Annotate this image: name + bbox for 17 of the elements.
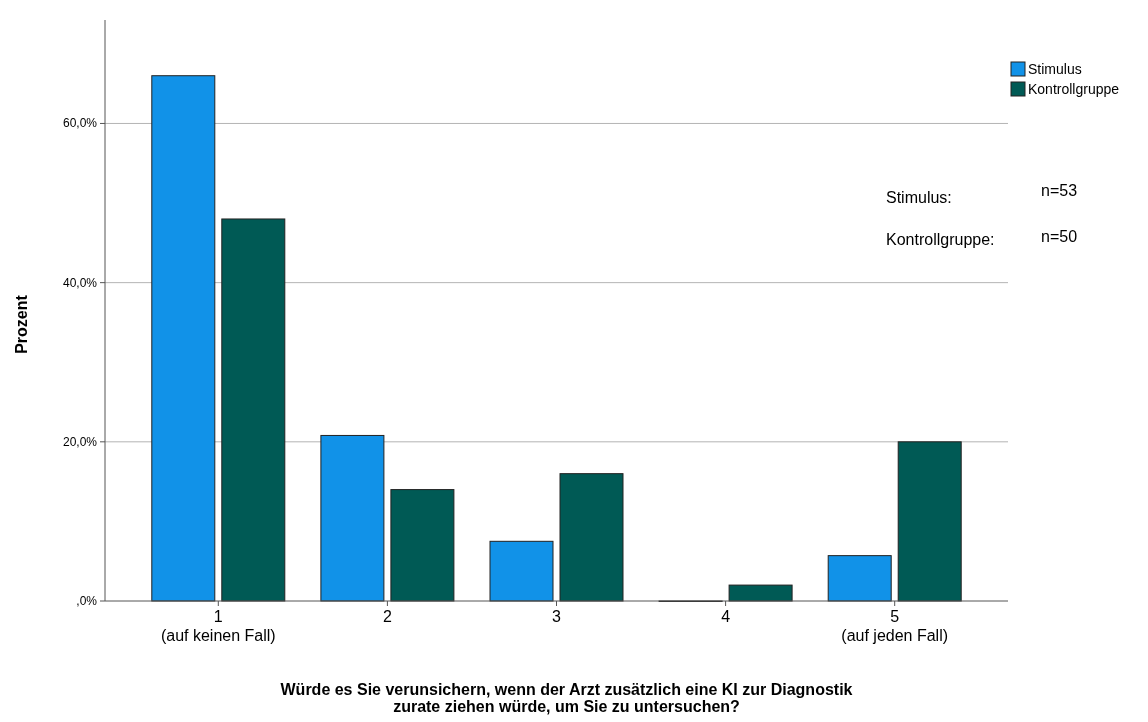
text: n=50 <box>1041 228 1078 245</box>
y-tick-label: ,0% <box>76 594 98 608</box>
x-tick-label: 3 <box>552 608 562 625</box>
y-axis-title: Prozent <box>13 294 30 354</box>
legend-label: Stimulus <box>1028 61 1082 77</box>
annotation: Stimulus: <box>886 189 952 206</box>
x-tick-label: 1 (auf keinen Fall) <box>160 608 276 644</box>
x-tick-label: 2 <box>382 608 392 625</box>
x-tick-label: 5 (auf jeden Fall) <box>841 608 949 644</box>
x-tick-label: 4 <box>721 608 731 625</box>
x-axis-title: Würde es Sie verunsichern, wenn der Arzt zusätzlich eine KI zur Diagnostik zurate ziehen würde, um Sie zu untersuchen? <box>280 681 853 715</box>
y-tick-label: 40,0% <box>62 275 98 290</box>
y-tick-label: 20,0% <box>62 434 98 449</box>
annotation: Kontrollgruppe: <box>886 231 995 248</box>
legend-label: Kontrollgruppe <box>1028 81 1120 97</box>
y-tick-label: 60,0% <box>62 116 98 131</box>
text: n=53 <box>1041 182 1078 199</box>
